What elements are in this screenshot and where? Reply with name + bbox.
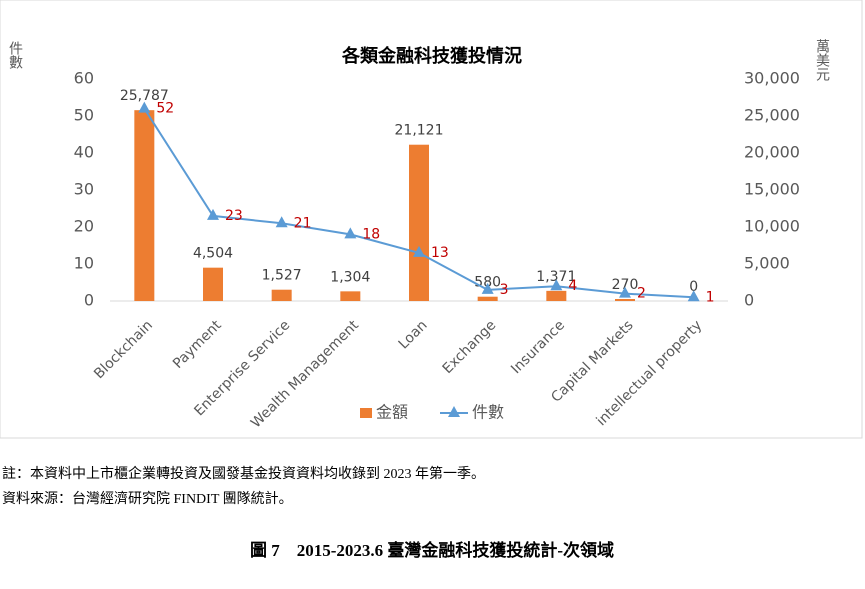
bar-value-label: 1,371	[536, 269, 576, 285]
line-marker	[207, 208, 219, 220]
line-value-label: 13	[431, 245, 449, 261]
line-marker	[481, 282, 494, 294]
bar-value-label: 21,121	[395, 123, 444, 139]
bar	[409, 144, 429, 301]
y-axis-label: 件數	[7, 41, 23, 69]
y2-tick-label: 5,000	[744, 254, 790, 273]
bar	[134, 110, 155, 301]
caption: 圖 7 2015-2023.6 臺灣金融科技獲投統計-次領域	[250, 540, 614, 560]
line-value-label: 52	[156, 101, 174, 117]
bar	[615, 299, 635, 301]
y-tick-label: 40	[74, 143, 94, 162]
y2-tick-label: 0	[744, 291, 754, 310]
y-tick-label: 10	[74, 254, 94, 273]
bar	[203, 267, 223, 301]
legend-label: 件數	[472, 403, 504, 422]
bar-value-label: 1,304	[330, 269, 370, 285]
bar-value-label: 270	[612, 277, 639, 293]
line-marker	[413, 245, 425, 257]
bar-value-label: 25,787	[120, 88, 169, 104]
y2-tick-label: 10,000	[744, 217, 800, 236]
line-marker	[687, 290, 700, 302]
bar	[546, 290, 567, 301]
legend-label: 金額	[376, 403, 408, 422]
legend-swatch	[360, 408, 372, 418]
bar	[477, 296, 498, 301]
line-marker	[275, 216, 288, 228]
y-tick-label: 20	[74, 217, 94, 236]
legend-swatch	[448, 406, 460, 417]
y2-tick-label: 25,000	[744, 106, 800, 125]
bar	[271, 289, 292, 301]
line-value-label: 23	[225, 208, 243, 224]
bar-value-label: 0	[689, 279, 698, 295]
y-tick-label: 30	[74, 180, 94, 199]
y-tick-label: 60	[74, 69, 94, 88]
line-value-label: 18	[362, 226, 380, 242]
line-value-label: 21	[294, 215, 312, 231]
line-value-label: 4	[568, 278, 577, 294]
note: 資料來源：台灣經濟研究院 FINDIT 團隊統計。	[2, 491, 293, 507]
y-tick-label: 50	[74, 106, 94, 125]
y-tick-label: 0	[84, 291, 94, 310]
y2-tick-label: 30,000	[744, 69, 800, 88]
note: 註：本資料中上市櫃企業轉投資及國發基金投資資料均收錄到 2023 年第一季。	[2, 465, 485, 482]
y2-tick-label: 20,000	[744, 143, 800, 162]
line-marker	[138, 101, 151, 113]
line-value-label: 2	[637, 286, 646, 302]
bar-value-label: 4,504	[193, 246, 233, 262]
line-marker	[619, 286, 631, 298]
y2-axis-label: 萬美元	[814, 39, 830, 82]
line-value-label: 3	[500, 282, 509, 298]
line-value-label: 1	[706, 289, 715, 305]
y2-tick-label: 15,000	[744, 180, 800, 199]
bar-value-label: 1,527	[262, 268, 302, 284]
line-marker	[550, 279, 563, 291]
line-marker	[344, 227, 357, 239]
bar	[340, 291, 361, 301]
chart-title: 各類金融科技獲投情況	[341, 45, 522, 67]
